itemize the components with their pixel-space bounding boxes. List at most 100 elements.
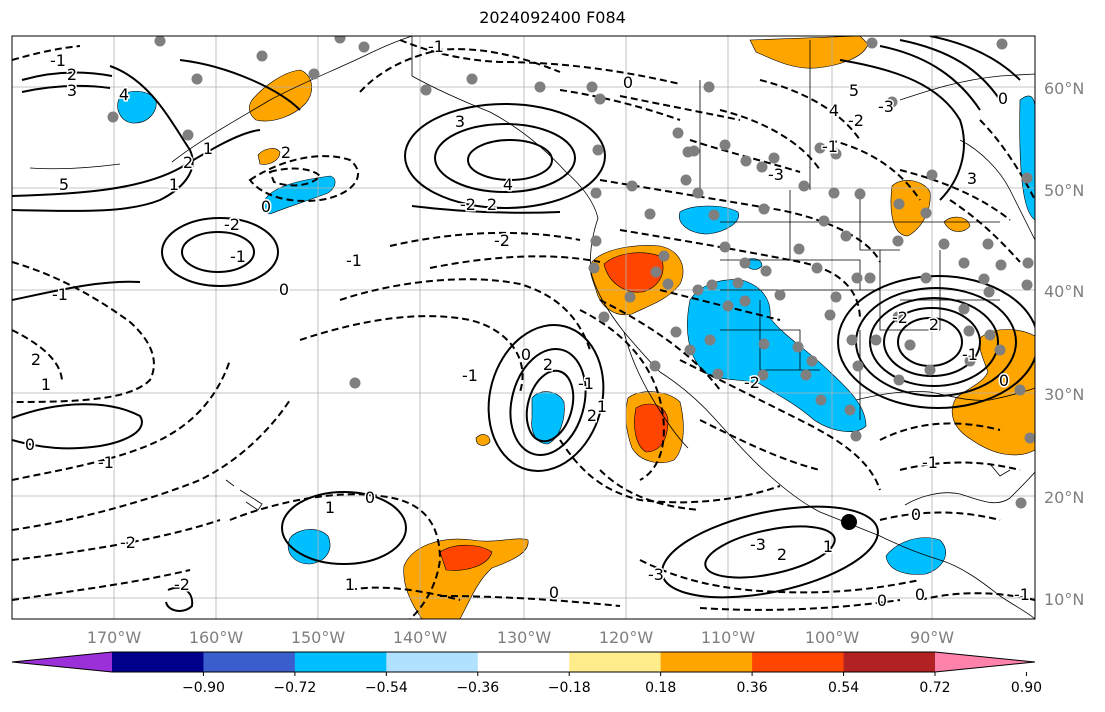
contour-label: -2 bbox=[174, 575, 190, 594]
lat-label: 40°N bbox=[1044, 282, 1084, 301]
colorbar-tick-label: −0.54 bbox=[365, 680, 408, 696]
shade-blue-hawaii-e bbox=[288, 529, 331, 565]
lat-label: 30°N bbox=[1044, 385, 1084, 404]
contour-label: 0 bbox=[915, 585, 925, 604]
lat-label: 20°N bbox=[1044, 488, 1084, 507]
longitude-labels: 170°W 160°W 150°W 140°W 130°W 120°W 110°… bbox=[87, 628, 954, 647]
contour-label: 0 bbox=[261, 197, 271, 216]
contour-label: -3 bbox=[750, 535, 766, 554]
colorbar: −0.90 −0.72 −0.54 −0.36 −0.18 0.18 0.36 0.54 0.7… bbox=[11, 651, 1042, 696]
contour-label: -2 bbox=[224, 215, 240, 234]
contour-label: 3 bbox=[67, 81, 77, 100]
lon-label: 170°W bbox=[87, 628, 142, 647]
colorbar-segment bbox=[294, 652, 387, 672]
hurricane-marker bbox=[841, 514, 857, 530]
colorbar-extend-high bbox=[935, 652, 1035, 672]
latitude-labels: 60°N 50°N 40°N 30°N 20°N 10°N bbox=[1044, 79, 1084, 609]
contour-label: 1 bbox=[169, 175, 179, 194]
contours-positive bbox=[12, 36, 1035, 612]
colorbar-tick-label: −0.36 bbox=[456, 680, 499, 696]
contour-label: 0 bbox=[521, 345, 531, 364]
shade-orange-small bbox=[257, 148, 281, 165]
contour-label: 5 bbox=[849, 81, 859, 100]
contour-label: 3 bbox=[455, 112, 465, 131]
shade-red-ca bbox=[603, 252, 664, 293]
contour-label: 0 bbox=[365, 488, 375, 507]
contour-label: -1 bbox=[346, 251, 362, 270]
shade-orange-se bbox=[951, 329, 1035, 456]
lon-label: 90°W bbox=[910, 628, 954, 647]
contour-label: -2 bbox=[224, 215, 240, 234]
contour-label: -1 bbox=[230, 247, 246, 266]
contour-label: -2 bbox=[744, 373, 760, 392]
colorbar-segment bbox=[477, 652, 570, 672]
contour-label: 0 bbox=[999, 371, 1009, 390]
contour-label: 1 bbox=[41, 375, 51, 394]
contour-label: 2 bbox=[281, 143, 291, 162]
colorbar-segment bbox=[386, 652, 479, 672]
contour-label: -1 bbox=[578, 374, 594, 393]
shade-blue-east-edge bbox=[1019, 95, 1035, 221]
contour-label: 2 bbox=[183, 153, 193, 172]
lat-label: 10°N bbox=[1044, 590, 1084, 609]
shaded-regions bbox=[117, 36, 1035, 619]
shade-blue-cam bbox=[885, 537, 946, 575]
map-title: 2024092400 F084 bbox=[479, 8, 626, 27]
contour-label: 2 bbox=[587, 406, 597, 425]
lon-label: 120°W bbox=[599, 628, 654, 647]
contour-label: 1 bbox=[325, 498, 335, 517]
contour-label: -2 bbox=[848, 111, 864, 130]
contour-label: -3 bbox=[878, 97, 894, 116]
contour-label: -1 bbox=[822, 137, 838, 156]
contour-label: 0 bbox=[549, 583, 559, 602]
lat-label: 60°N bbox=[1044, 79, 1084, 98]
colorbar-tick-label: −0.90 bbox=[182, 680, 225, 696]
contour-label: 0 bbox=[911, 505, 921, 524]
colorbar-extend-low bbox=[12, 652, 112, 672]
colorbar-segment bbox=[203, 652, 296, 672]
colorbar-tick-label: 0.36 bbox=[737, 680, 768, 696]
map-frame bbox=[11, 35, 1036, 620]
contour-label: -3 bbox=[768, 165, 784, 184]
contour-label: -3 bbox=[648, 565, 664, 584]
shade-blue-alaska bbox=[117, 91, 157, 124]
contour-label: -1 bbox=[462, 366, 478, 385]
contour-label: 0 bbox=[25, 435, 35, 454]
colorbar-outline bbox=[11, 651, 1036, 673]
contour-label: -2 bbox=[892, 308, 908, 327]
contour-label: -1 bbox=[98, 453, 114, 472]
colorbar-segment bbox=[843, 652, 936, 672]
contour-label: 0 bbox=[279, 280, 289, 299]
colorbar-segment bbox=[660, 652, 753, 672]
shade-orange-bc bbox=[749, 36, 869, 69]
shade-red-trop bbox=[439, 544, 493, 571]
lon-label: 130°W bbox=[497, 628, 552, 647]
shade-blue-ne-pacific bbox=[263, 175, 336, 215]
contour-label: -1 bbox=[52, 285, 68, 304]
contour-label: -2 bbox=[494, 231, 510, 250]
contour-label: -1 bbox=[962, 345, 978, 364]
contour-label: 4 bbox=[503, 175, 513, 194]
colorbar-segment bbox=[112, 652, 204, 672]
contour-label: -2 bbox=[460, 195, 476, 214]
colorbar-tick-label: 0.72 bbox=[919, 680, 950, 696]
contour-label: 0 bbox=[877, 591, 887, 610]
contour-label: 0 bbox=[998, 89, 1008, 108]
contour-label: 2 bbox=[543, 355, 553, 374]
contours-negative bbox=[12, 39, 1035, 619]
contour-label: -1 bbox=[428, 37, 444, 56]
contour-label: 1 bbox=[345, 575, 355, 594]
contour-label: 3 bbox=[967, 169, 977, 188]
contour-label: 4 bbox=[829, 101, 839, 120]
contour-label: 5 bbox=[59, 175, 69, 194]
colorbar-tick-label: −0.72 bbox=[273, 680, 316, 696]
lon-label: 100°W bbox=[805, 628, 860, 647]
shade-blue-wa bbox=[679, 205, 739, 235]
colorbar-segment bbox=[569, 652, 662, 672]
colorbar-segment bbox=[752, 652, 845, 672]
lon-label: 150°W bbox=[291, 628, 346, 647]
contour-label: 2 bbox=[929, 315, 939, 334]
